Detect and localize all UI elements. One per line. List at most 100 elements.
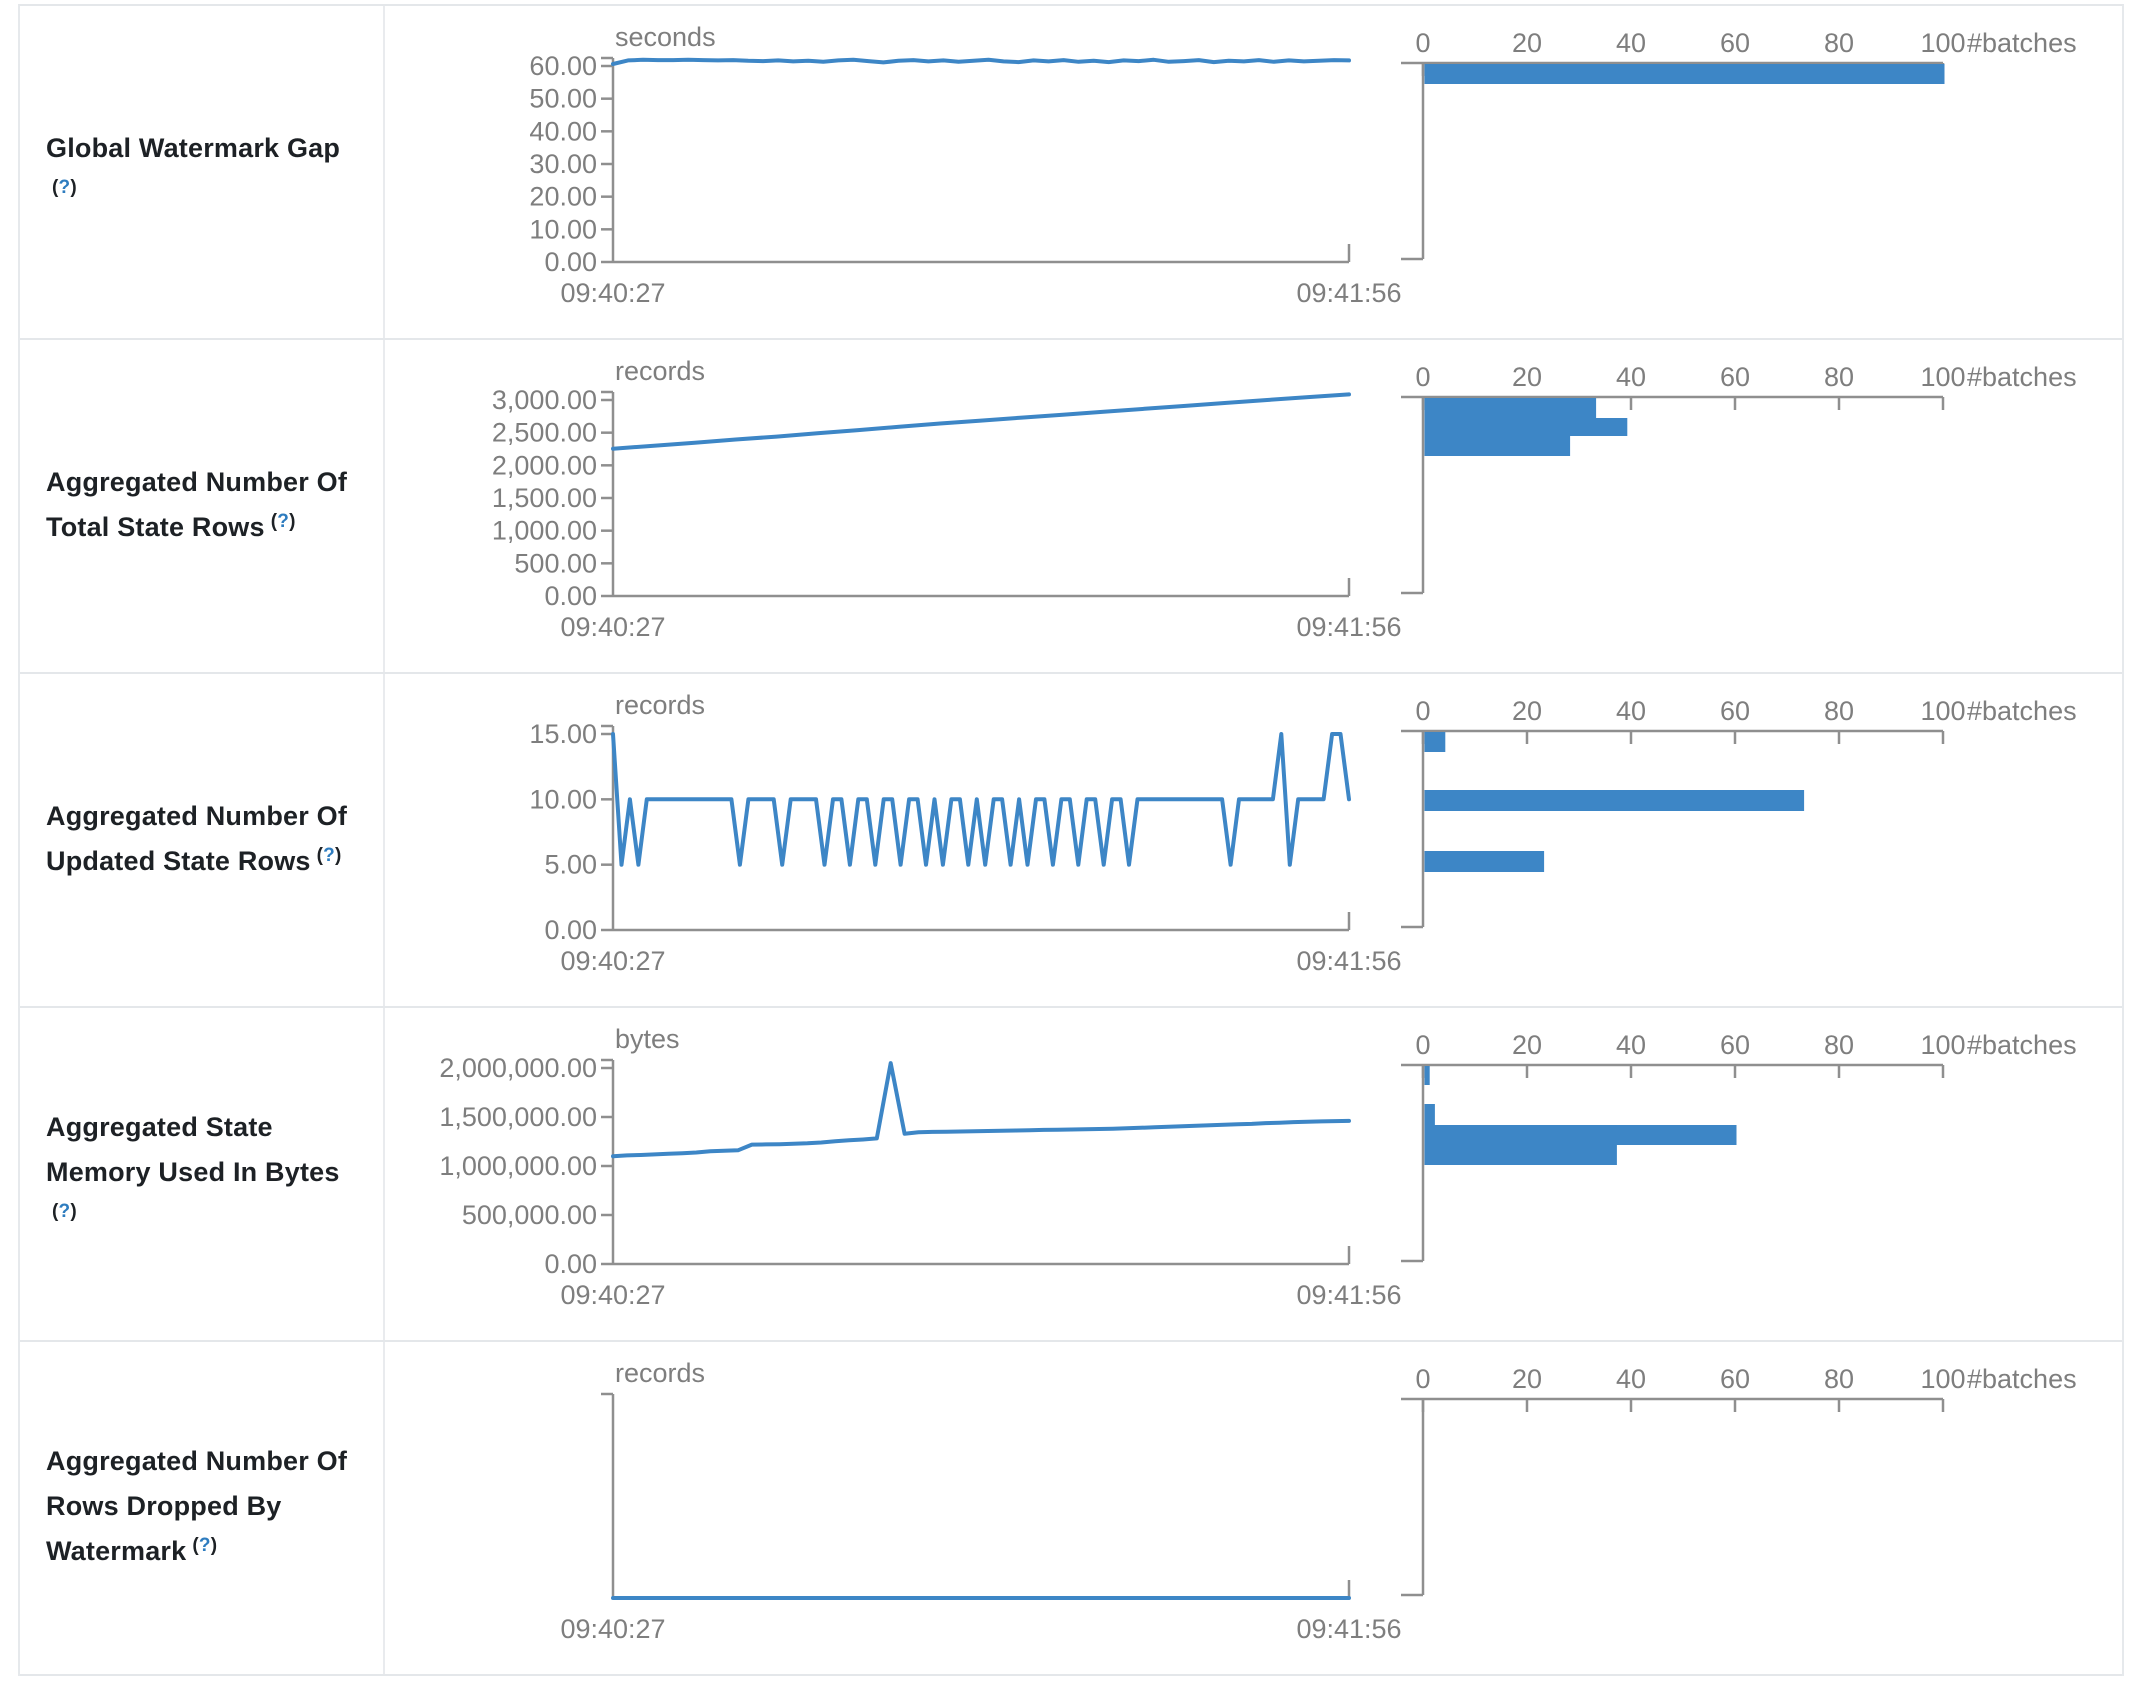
metric-title-line: Memory Used In Bytes <box>46 1157 340 1187</box>
histogram-tick-label: 60 <box>1720 28 1750 58</box>
y-axis-unit-label: records <box>615 1358 705 1388</box>
x-axis-start-time-label: 09:40:27 <box>560 1280 665 1310</box>
help-link[interactable]: (?) <box>52 176 77 198</box>
y-tick-label: 500,000.00 <box>462 1200 597 1230</box>
y-tick-label: 0.00 <box>544 915 597 945</box>
y-tick-label: 500.00 <box>514 548 597 578</box>
histogram-bar <box>1424 418 1628 436</box>
streaming-metrics-table: Global Watermark Gap (?) seconds 0.00 10.00… <box>18 4 2124 1676</box>
histogram-tick-label: 60 <box>1720 1030 1750 1060</box>
histogram-bar <box>1424 436 1571 456</box>
histogram-tick-label: 20 <box>1512 28 1542 58</box>
y-tick-label: 10.00 <box>529 214 597 244</box>
histogram-tick-label: 0 <box>1415 1364 1430 1394</box>
histogram-tick-label: 0 <box>1415 28 1430 58</box>
y-tick-label: 2,000,000.00 <box>439 1053 597 1083</box>
y-tick-label: 5.00 <box>544 850 597 880</box>
x-axis-start-time-label: 09:40:27 <box>560 1614 665 1644</box>
histogram-tick-label: 100 <box>1920 1364 1965 1394</box>
timeline-series-line <box>611 732 1351 867</box>
help-link[interactable]: (?) <box>316 844 342 866</box>
metric-row-state-memory-used: Aggregated State Memory Used In Bytes (?) … <box>20 1008 2122 1342</box>
metric-charts-cell: records 0.00 500.00 1,000.00 1,500.00 2,000.0… <box>385 340 2122 672</box>
histogram-bar <box>1424 1066 1430 1085</box>
y-tick-label: 0.00 <box>544 581 597 611</box>
histogram-tick-label: 20 <box>1512 1030 1542 1060</box>
y-tick-label: 3,000.00 <box>492 385 597 415</box>
y-tick-label: 2,500.00 <box>492 418 597 448</box>
histogram-tick-label: 20 <box>1512 696 1542 726</box>
x-axis-end-time-label: 09:41:56 <box>1296 946 1401 976</box>
y-tick-label: 40.00 <box>529 116 597 146</box>
y-tick-label: 20.00 <box>529 182 597 212</box>
histogram-bar <box>1424 398 1597 418</box>
y-tick-label: 0.00 <box>544 1249 597 1279</box>
x-axis-end-time-label: 09:41:56 <box>1296 278 1401 308</box>
histogram-tick-label: 60 <box>1720 362 1750 392</box>
y-tick-label: 15.00 <box>529 719 597 749</box>
metric-charts-cell: records 0.00 5.00 10.00 15.00 09:40:27 09:41:5… <box>385 674 2122 1006</box>
metric-title: Global Watermark Gap (?) <box>20 6 385 338</box>
y-tick-label: 1,500.00 <box>492 483 597 513</box>
y-axis-unit-label: seconds <box>615 22 716 52</box>
metric-title: Aggregated Number Of Updated State Rows (?… <box>20 674 385 1006</box>
histogram-tick-label: 100 <box>1920 696 1965 726</box>
y-axis-unit-label: bytes <box>615 1024 680 1054</box>
question-mark-icon: ? <box>58 1201 71 1222</box>
histogram-bar <box>1424 790 1805 811</box>
histogram-axis-title: #batches <box>1967 1030 2077 1060</box>
histogram-tick-label: 0 <box>1415 362 1430 392</box>
y-tick-label: 10.00 <box>529 784 597 814</box>
metric-title: Aggregated Number Of Total State Rows (?) <box>20 340 385 672</box>
metric-title-line: Aggregated Number Of <box>46 800 348 831</box>
metric-charts-cell: records 09:40:27 09:41:56 0 20 40 60 80 100 #batc… <box>385 1342 2122 1674</box>
histogram-tick-label: 80 <box>1824 362 1854 392</box>
x-axis-start-time-label: 09:40:27 <box>560 946 665 976</box>
metric-title: Aggregated State Memory Used In Bytes (?) <box>20 1008 385 1340</box>
histogram-tick-label: 40 <box>1616 1364 1646 1394</box>
metric-title-line: Aggregated Number Of <box>46 1446 348 1476</box>
histogram-tick-label: 80 <box>1824 1030 1854 1060</box>
question-mark-icon: ? <box>323 844 335 866</box>
histogram-tick-label: 100 <box>1920 28 1965 58</box>
histogram-tick-label: 100 <box>1920 362 1965 392</box>
histogram-bar <box>1424 64 1945 84</box>
timeline-and-histogram-chart: records 09:40:27 09:41:56 0 20 40 60 80 100 #batc… <box>560 1358 2077 1644</box>
histogram-axis-title: #batches <box>1967 362 2077 392</box>
timeline-and-histogram-chart: seconds 0.0010.0020.0030.0040.0050.0060.0… <box>529 22 2076 308</box>
histogram-tick-label: 40 <box>1616 362 1646 392</box>
question-mark-icon: ? <box>198 1535 211 1556</box>
metric-title-line: Watermark (?) <box>46 1535 218 1566</box>
histogram-tick-label: 100 <box>1920 1030 1965 1060</box>
metric-row-total-state-rows: Aggregated Number Of Total State Rows (?) … <box>20 340 2122 674</box>
timeline-and-histogram-chart: bytes 0.00 500,000.00 1,000,000.00 1,500,000… <box>439 1024 2077 1310</box>
metric-title-line: Rows Dropped By <box>46 1491 282 1521</box>
help-link[interactable]: (?) <box>192 1535 218 1556</box>
metric-title-line: Aggregated Number Of <box>46 466 348 497</box>
y-tick-label: 0.00 <box>544 247 597 277</box>
histogram-bar <box>1424 1145 1617 1165</box>
histogram-tick-label: 40 <box>1616 28 1646 58</box>
metric-title-line: Aggregated State <box>46 1112 273 1142</box>
help-link[interactable]: (?) <box>270 510 296 532</box>
histogram-bar <box>1424 851 1545 872</box>
metric-row-rows-dropped-by-watermark: Aggregated Number Of Rows Dropped By Water… <box>20 1342 2122 1676</box>
metric-title-line: (?) <box>46 1195 369 1243</box>
histogram-axis-title: #batches <box>1967 1364 2077 1394</box>
histogram-tick-label: 20 <box>1512 1364 1542 1394</box>
y-tick-label: 1,000,000.00 <box>439 1151 597 1181</box>
histogram-tick-label: 40 <box>1616 696 1646 726</box>
help-link[interactable]: (?) <box>52 1201 77 1222</box>
x-axis-end-time-label: 09:41:56 <box>1296 612 1401 642</box>
timeline-series-line <box>611 57 1351 66</box>
histogram-tick-label: 20 <box>1512 362 1542 392</box>
histogram-tick-label: 80 <box>1824 28 1854 58</box>
metric-title-line: Global Watermark Gap <box>46 132 341 163</box>
metric-title-line: Total State Rows (?) <box>46 510 296 542</box>
y-tick-label: 30.00 <box>529 149 597 179</box>
histogram-tick-label: 40 <box>1616 1030 1646 1060</box>
metric-title-line: Updated State Rows (?) <box>46 844 342 876</box>
histogram-tick-label: 80 <box>1824 1364 1854 1394</box>
y-tick-label: 1,000.00 <box>492 516 597 546</box>
